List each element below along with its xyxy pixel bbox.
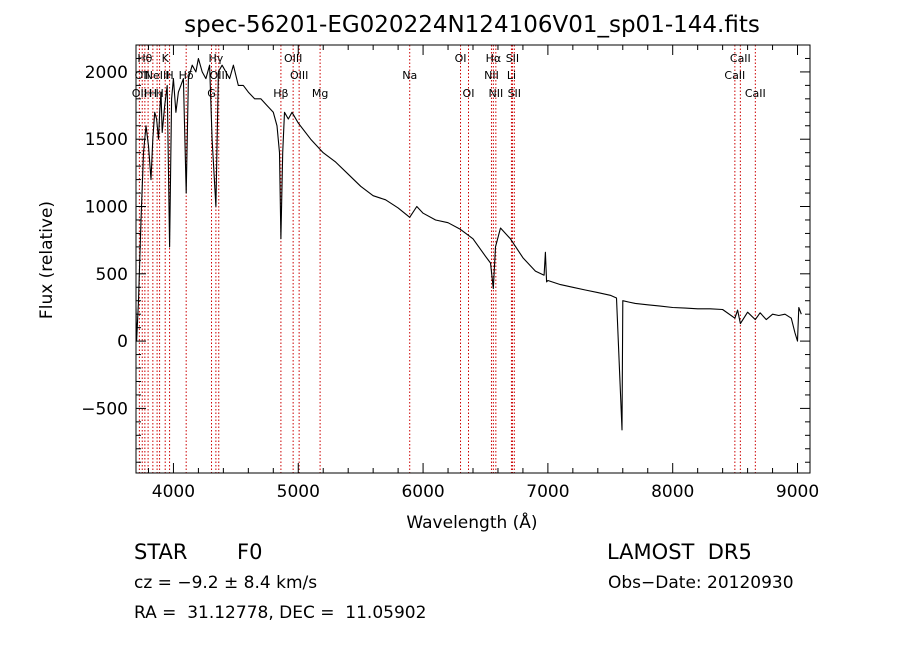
x-axis-ticks: 4000 5000 6000 7000 8000 9000 xyxy=(147,45,819,502)
x-tick-label-3: 7000 xyxy=(526,482,569,502)
line-marker-label-18: OI xyxy=(455,52,467,65)
y-tick-label-1: 0 xyxy=(117,332,128,352)
x-axis-label: Wavelength (Å) xyxy=(406,511,537,533)
line-marker-label-16: Mg xyxy=(312,87,328,100)
line-marker-label-17: Na xyxy=(402,69,417,82)
spectrum-line-0 xyxy=(136,57,802,431)
line-marker-label-13: Hβ xyxy=(273,87,288,100)
y-axis-label: Flux (relative) xyxy=(37,201,57,319)
line-marker-label-15: OIII xyxy=(290,69,308,82)
chart-title: spec-56201-EG020224N124106V01_sp01-144.f… xyxy=(184,12,760,38)
line-marker-label-3: H xyxy=(144,87,152,100)
line-marker-label-14: OIII xyxy=(284,52,302,65)
line-marker-label-5: NeIII xyxy=(145,69,170,82)
line-marker-label-10: G xyxy=(207,87,216,100)
line-marker-label-11: Hγ xyxy=(208,52,223,65)
y-tick-label-4: 1500 xyxy=(85,130,128,150)
object-subclass: F0 xyxy=(237,540,263,564)
line-marker-label-23: Li xyxy=(507,69,516,82)
line-marker-label-9: Hδ xyxy=(179,69,194,82)
line-marker-label-19: OI xyxy=(463,87,475,100)
redshift-readout: cz = −9.2 ± 8.4 km/s xyxy=(134,573,318,593)
line-marker-label-21: Hα xyxy=(486,52,502,65)
line-marker-label-24: SII xyxy=(506,52,519,65)
plot-frame xyxy=(135,44,811,474)
x-tick-label-1: 5000 xyxy=(277,482,320,502)
line-marker-label-22: NII xyxy=(488,87,503,100)
object-class: STAR xyxy=(134,540,188,564)
line-marker-label-2: Hθ xyxy=(137,52,152,65)
spectral-line-markers xyxy=(138,45,756,473)
line-marker-label-25: SII xyxy=(508,87,521,100)
x-tick-label-5: 9000 xyxy=(776,482,819,502)
line-marker-label-20: NII xyxy=(484,69,499,82)
y-tick-label-5: 2000 xyxy=(85,63,128,83)
line-marker-label-28: CaII xyxy=(745,87,766,100)
x-tick-label-2: 6000 xyxy=(401,482,444,502)
observation-date: Obs−Date: 20120930 xyxy=(608,573,794,593)
line-marker-label-4: H xyxy=(149,87,157,100)
coordinates-readout: RA = 31.12778, DEC = 11.05902 xyxy=(134,603,427,623)
line-marker-label-27: CaII xyxy=(730,52,751,65)
y-axis-ticks: −500 0 500 1000 1500 2000 xyxy=(81,57,810,463)
line-marker-label-6: H xyxy=(155,87,163,100)
x-tick-label-4: 8000 xyxy=(651,482,694,502)
line-marker-label-7: K xyxy=(162,52,170,65)
line-marker-label-26: CaII xyxy=(724,69,745,82)
y-tick-label-2: 500 xyxy=(96,265,128,285)
survey-name: LAMOST DR5 xyxy=(607,540,752,564)
y-tick-label-0: −500 xyxy=(81,399,128,419)
y-tick-label-3: 1000 xyxy=(85,198,128,218)
line-marker-label-8: H xyxy=(165,69,173,82)
spectrum-series xyxy=(136,57,802,431)
x-tick-label-0: 4000 xyxy=(152,482,195,502)
